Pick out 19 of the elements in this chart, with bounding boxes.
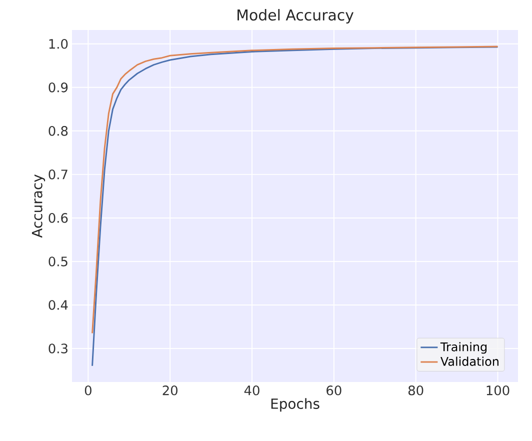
y-tick-label: 0.8: [48, 126, 68, 136]
x-tick-label: 80: [408, 386, 424, 396]
chart-title: Model Accuracy: [238, 9, 354, 24]
y-tick-label: 0.7: [48, 170, 68, 180]
x-axis-title: Epochs: [271, 398, 320, 412]
y-tick-label: 0.4: [48, 300, 68, 310]
y-tick-label: 0.5: [48, 256, 68, 266]
x-tick-label: 100: [486, 386, 510, 396]
y-axis-title: Accuracy: [32, 174, 46, 238]
y-tick-label: 0.3: [48, 344, 68, 354]
y-tick-label: 0.6: [48, 213, 68, 223]
x-tick-label: 20: [162, 386, 178, 396]
legend-label: Training: [440, 342, 487, 354]
x-tick-label: 0: [84, 386, 92, 396]
x-tick-label: 60: [326, 386, 342, 396]
legend-label: Validation: [440, 356, 498, 366]
y-tick-label: 0.9: [48, 82, 68, 92]
y-tick-label: 1.0: [49, 39, 68, 49]
x-tick-label: 40: [244, 386, 260, 396]
